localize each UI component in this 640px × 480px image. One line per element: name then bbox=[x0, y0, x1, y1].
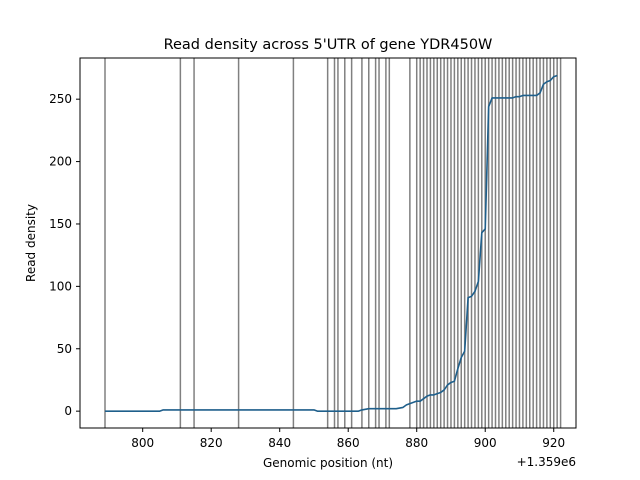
y-tick-label-5: 250 bbox=[49, 92, 72, 106]
x-tick-label-4: 880 bbox=[405, 436, 428, 450]
x-tick-label-3: 860 bbox=[337, 436, 360, 450]
x-tick-label-2: 840 bbox=[268, 436, 291, 450]
y-tick-label-0: 0 bbox=[64, 404, 72, 418]
x-tick-label-5: 900 bbox=[474, 436, 497, 450]
x-ticks-layer: 800 820 840 860 880 900 920 bbox=[131, 428, 565, 450]
x-axis-offset-label: +1.359e6 bbox=[517, 455, 576, 469]
x-axis-label: Genomic position (nt) bbox=[263, 456, 393, 470]
y-tick-label-4: 200 bbox=[49, 155, 72, 169]
series-line-0 bbox=[105, 74, 558, 412]
y-ticks-layer: 0 50 100 150 200 250 bbox=[49, 92, 80, 418]
vertical-lines-layer bbox=[104, 58, 562, 428]
x-tick-label-0: 800 bbox=[131, 436, 154, 450]
series-layer bbox=[105, 74, 558, 412]
y-tick-label-3: 150 bbox=[49, 217, 72, 231]
y-tick-label-2: 100 bbox=[49, 279, 72, 293]
chart-title: Read density across 5'UTR of gene YDR450… bbox=[164, 37, 493, 53]
y-tick-label-1: 50 bbox=[57, 342, 72, 356]
y-axis-label: Read density bbox=[24, 204, 38, 282]
x-tick-label-6: 920 bbox=[542, 436, 565, 450]
x-tick-label-1: 820 bbox=[200, 436, 223, 450]
plot-frame bbox=[79, 57, 577, 429]
